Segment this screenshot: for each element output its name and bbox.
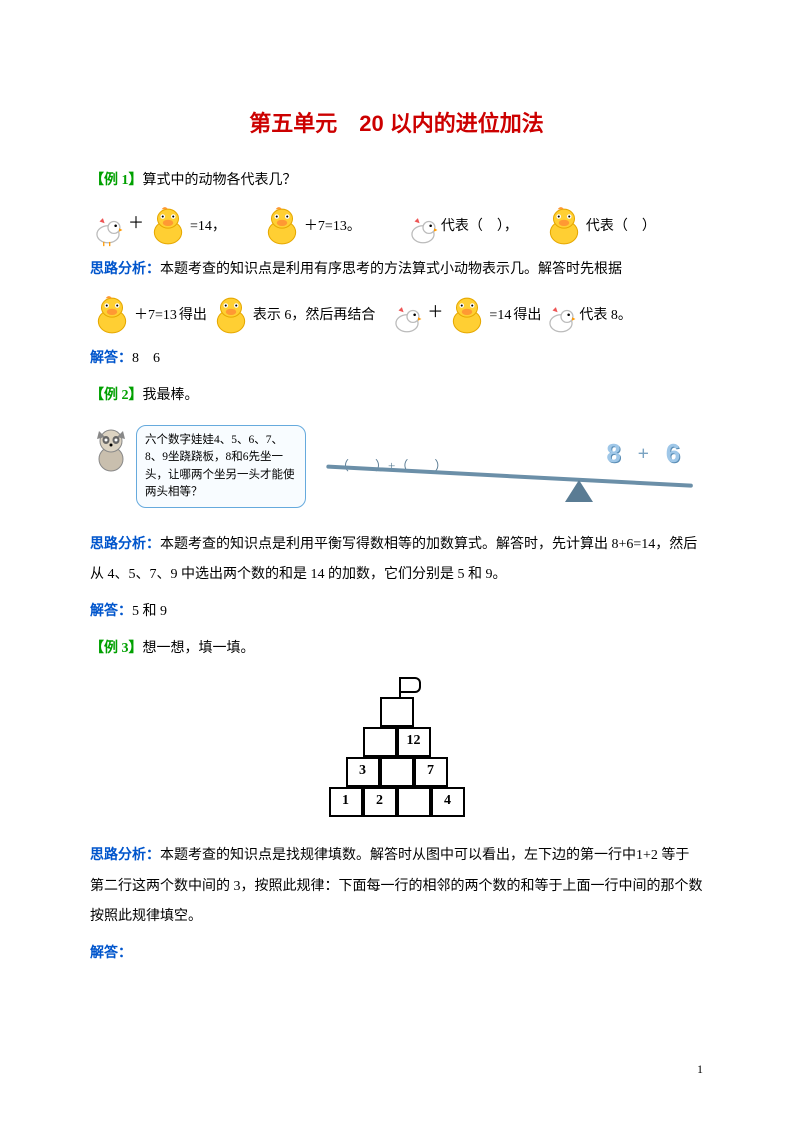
chicken-icon bbox=[91, 213, 125, 247]
example2-analysis-text: 本题考查的知识点是利用平衡写得数相等的加数算式。解答时，先计算出 8+6=14，… bbox=[90, 537, 697, 583]
analysis-mid-a: 得出 bbox=[179, 301, 207, 332]
pyramid-box bbox=[380, 697, 414, 727]
analysis-tag: 思路分析： bbox=[90, 262, 160, 277]
represents2: 代表（ ） bbox=[586, 212, 656, 243]
duck-icon bbox=[147, 205, 189, 247]
example2-analysis: 思路分析：本题考查的知识点是利用平衡写得数相等的加数算式。解答时，先计算出 8+… bbox=[90, 530, 703, 592]
duck-icon bbox=[91, 294, 133, 336]
chicken-icon bbox=[406, 213, 440, 247]
pyramid-box: 4 bbox=[431, 787, 465, 817]
represents1: 代表（ ）， bbox=[441, 212, 518, 243]
eq2-text: ＋7=13。 bbox=[304, 212, 361, 243]
example1-answer-line: 解答：8 6 bbox=[90, 344, 703, 375]
duck-icon bbox=[543, 205, 585, 247]
example1-analysis-line2: ＋7=13 得出 表示 6，然后再结合 ＋ =14 得出 代表 8。 bbox=[90, 294, 703, 336]
answer-tag: 解答： bbox=[90, 604, 132, 619]
raccoon-icon bbox=[90, 425, 132, 473]
digit-6: 6 bbox=[655, 436, 691, 472]
analysis-tag: 思路分析： bbox=[90, 537, 160, 552]
pyramid-box: 7 bbox=[414, 757, 448, 787]
example3-question: 想一想，填一填。 bbox=[143, 641, 255, 656]
page-title: 第五单元 20 以内的进位加法 bbox=[90, 100, 703, 148]
example1-question-line: 【例 1】算式中的动物各代表几？ bbox=[90, 166, 703, 197]
answer-tag: 解答： bbox=[90, 351, 132, 366]
example1-analysis-line1: 思路分析：本题考查的知识点是利用有序思考的方法算式小动物表示几。解答时先根据 bbox=[90, 255, 703, 286]
seesaw-base-icon bbox=[565, 480, 593, 502]
example3-question-line: 【例 3】想一想，填一填。 bbox=[90, 634, 703, 665]
pyramid-box: 12 bbox=[397, 727, 431, 757]
plus-op: + bbox=[638, 432, 649, 476]
example2-tag: 【例 2】 bbox=[90, 388, 143, 403]
example1-tag: 【例 1】 bbox=[90, 173, 143, 188]
digit-8: 8 bbox=[596, 436, 632, 472]
example3-tag: 【例 3】 bbox=[90, 641, 143, 656]
example3-analysis-text: 本题考查的知识点是找规律填数。解答时从图中可以看出，左下边的第一行中1+2 等于… bbox=[90, 848, 703, 925]
analysis-tag: 思路分析： bbox=[90, 848, 160, 863]
analysis-mid-b: 表示 6，然后再结合 bbox=[253, 301, 376, 332]
example3-answer-line: 解答： bbox=[90, 939, 703, 970]
pyramid-diagram: 1237124 bbox=[307, 679, 487, 829]
eq1-result: =14， bbox=[190, 212, 226, 243]
pyramid-box: 1 bbox=[329, 787, 363, 817]
analysis-eq-b-result: =14 bbox=[489, 301, 511, 332]
chicken-icon bbox=[544, 302, 578, 336]
duck-icon bbox=[210, 294, 252, 336]
speech-bubble: 六个数字娃娃4、5、6、7、8、9坐跷跷板，8和6先坐一头，让哪两个坐另一头才能… bbox=[136, 425, 306, 508]
pyramid-box bbox=[397, 787, 431, 817]
flag-icon bbox=[399, 677, 401, 697]
seesaw-right: 8 + 6 bbox=[596, 432, 691, 476]
example3-analysis: 思路分析：本题考查的知识点是找规律填数。解答时从图中可以看出，左下边的第一行中1… bbox=[90, 841, 703, 933]
example1-equation-line: ＋ =14， ＋7=13。 代表（ ）， 代表（ ） bbox=[90, 205, 703, 247]
example2-question: 我最棒。 bbox=[143, 388, 199, 403]
example2-answer-line: 解答：5 和 9 bbox=[90, 597, 703, 628]
pyramid-box bbox=[380, 757, 414, 787]
answer-tag: 解答： bbox=[90, 946, 132, 961]
analysis-eq-a: ＋7=13 bbox=[134, 301, 177, 332]
analysis-mid-c: 得出 bbox=[513, 301, 541, 332]
seesaw-diagram: 六个数字娃娃4、5、6、7、8、9坐跷跷板，8和6先坐一头，让哪两个坐另一头才能… bbox=[90, 422, 703, 512]
pyramid-box: 2 bbox=[363, 787, 397, 817]
plus-icon: ＋ bbox=[128, 206, 144, 241]
example2-answer: 5 和 9 bbox=[132, 604, 167, 619]
example2-question-line: 【例 2】我最棒。 bbox=[90, 381, 703, 412]
example1-answer: 8 6 bbox=[132, 351, 160, 366]
pyramid-box bbox=[363, 727, 397, 757]
analysis-text-1: 本题考查的知识点是利用有序思考的方法算式小动物表示几。解答时先根据 bbox=[160, 262, 622, 277]
plus-icon: ＋ bbox=[427, 295, 443, 330]
page-number: 1 bbox=[697, 1056, 703, 1082]
duck-icon bbox=[261, 205, 303, 247]
example1-question: 算式中的动物各代表几？ bbox=[143, 173, 297, 188]
pyramid-box: 3 bbox=[346, 757, 380, 787]
chicken-icon bbox=[390, 302, 424, 336]
analysis-end: 代表 8。 bbox=[579, 301, 632, 332]
duck-icon bbox=[446, 294, 488, 336]
